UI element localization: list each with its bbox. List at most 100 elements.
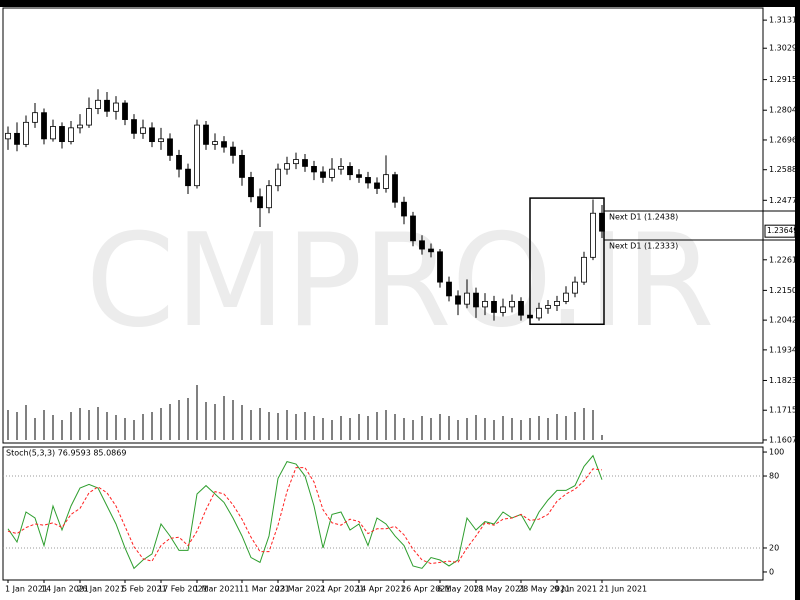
candle-body [104, 99, 110, 112]
candle-body [329, 168, 335, 178]
x-tick-label: 18 May 2021 [473, 585, 525, 594]
candle-body [50, 126, 56, 140]
candle-body [131, 119, 137, 134]
y-tick-label: 1.31310 [769, 16, 800, 25]
x-tick-label: 9 Jun 2021 [554, 585, 597, 594]
level-label: Next D1 (1.2438) [609, 213, 678, 222]
y-tick-label: 1.25880 [769, 165, 800, 174]
x-tick-label: 26 Jan 2021 [77, 585, 125, 594]
candle-body [284, 163, 290, 170]
x-tick-label: 11 Mar 2021 [239, 585, 290, 594]
x-tick-label: 1 Mar 2021 [194, 585, 240, 594]
candle-body [140, 127, 146, 134]
x-tick-label: 14 Jan 2021 [41, 585, 89, 594]
candle-body [338, 166, 344, 170]
candle-body [86, 108, 92, 126]
x-tick-label: 1 Jan 2021 [5, 585, 48, 594]
candle-body [473, 292, 479, 308]
candle-body [257, 196, 263, 209]
candle-body [509, 300, 515, 308]
candle-body [401, 201, 407, 217]
candle-body [275, 168, 281, 187]
candle-body [176, 154, 182, 170]
background [0, 7, 795, 600]
x-tick-label: 26 Apr 2021 [401, 585, 450, 594]
y-tick-label: 0 [769, 567, 774, 576]
y-tick-label: 1.28040 [769, 106, 800, 115]
x-tick-label: 28 May 2021 [518, 585, 570, 594]
candle-body [410, 215, 416, 242]
candle-body [221, 141, 227, 148]
candle-body [212, 141, 218, 145]
candle-body [5, 132, 11, 140]
last-price-label: 1.23649 [767, 226, 798, 235]
candle-body [464, 292, 470, 305]
candle-body [23, 121, 29, 145]
candle-body [590, 212, 596, 258]
candle-body [500, 306, 506, 313]
stoch-line [7, 454, 603, 570]
candle-body [518, 300, 524, 316]
candle-body [356, 174, 362, 178]
candle-body [203, 124, 209, 145]
candle-body [572, 281, 578, 294]
x-tick-label: 6 May 2021 [437, 585, 484, 594]
x-tick-label: 23 Mar 2021 [275, 585, 326, 594]
candle-body [536, 307, 542, 319]
candle-body [428, 248, 434, 253]
x-tick-label: 5 Feb 2021 [122, 585, 167, 594]
candle-body [113, 102, 119, 112]
y-tick-label: 1.26960 [769, 135, 800, 144]
y-tick-label: 1.30290 [769, 44, 800, 53]
y-tick-label: 1.24770 [769, 196, 800, 205]
y-tick-label: 1.16070 [769, 435, 800, 444]
candle-body [455, 295, 461, 305]
candle-body [545, 305, 551, 309]
candle-body [77, 124, 83, 129]
candle-body [167, 138, 173, 156]
y-tick-label: 1.21500 [769, 286, 800, 295]
candle-body [437, 251, 443, 283]
y-tick-label: 1.20420 [769, 316, 800, 325]
y-tick-label: 1.29150 [769, 75, 800, 84]
candle-body [185, 168, 191, 187]
candle-body [419, 240, 425, 250]
candle-body [554, 300, 560, 306]
candle-body [446, 281, 452, 297]
candle-body [563, 292, 569, 302]
stoch-line [7, 467, 603, 565]
x-tick-label: 14 Apr 2021 [356, 585, 405, 594]
candle-body [581, 256, 587, 283]
candle-body [59, 126, 65, 143]
y-tick-label: 100 [769, 448, 784, 457]
y-tick-label: 1.18230 [769, 376, 800, 385]
candle-body [95, 99, 101, 109]
last-price-box [764, 224, 796, 238]
watermark: CMPRO.IR [86, 207, 715, 356]
candle-body [230, 146, 236, 156]
candle-body [374, 182, 380, 189]
candle-body [14, 132, 20, 145]
y-tick-label: 1.22610 [769, 255, 800, 264]
candle-body [68, 127, 74, 143]
candle-body [41, 112, 47, 140]
candle-body [383, 174, 389, 189]
x-tick-label: 21 Jun 2021 [599, 585, 647, 594]
candle-body [482, 300, 488, 308]
main-panel [2, 7, 764, 444]
candle-body [392, 174, 398, 203]
candle-body [266, 185, 272, 209]
candle-body [491, 300, 497, 313]
level-label: Next D1 (1.2333) [609, 241, 678, 250]
candle-body [32, 112, 38, 123]
stoch-panel [2, 446, 764, 581]
y-tick-label: 80 [769, 472, 779, 481]
candle-body [311, 166, 317, 173]
candle-body [194, 124, 200, 187]
candle-body [347, 166, 353, 176]
y-tick-label: 1.19340 [769, 345, 800, 354]
x-tick-label: 2 Apr 2021 [320, 585, 364, 594]
candle-body [158, 138, 164, 143]
